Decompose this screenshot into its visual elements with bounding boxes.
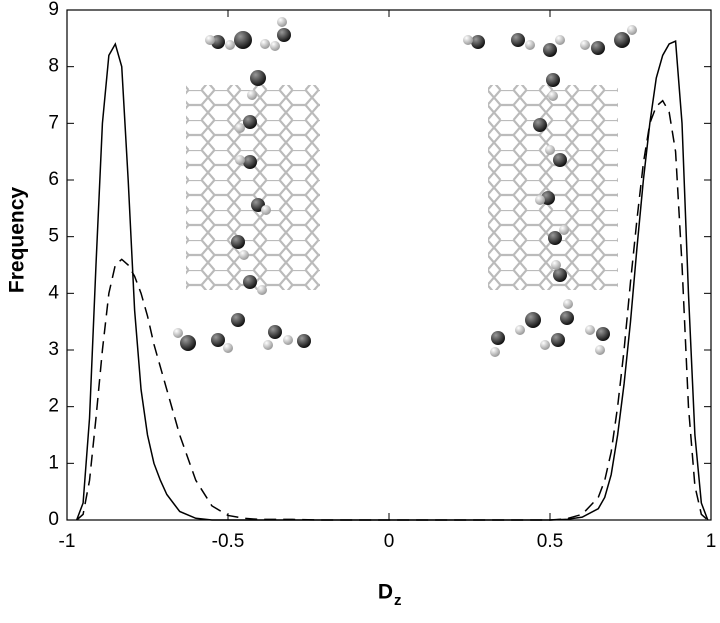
- y-tick-label: 0: [48, 509, 59, 530]
- inset-left: [173, 17, 320, 353]
- data-line: [76, 99, 709, 521]
- y-tick-label: 1: [48, 452, 59, 473]
- x-tick-label: 0: [384, 531, 395, 552]
- y-tick-label: 5: [48, 226, 59, 247]
- y-tick-label: 7: [48, 112, 59, 133]
- y-tick-label: 8: [48, 56, 59, 77]
- y-tick-label: 3: [48, 339, 59, 360]
- x-tick-label: 0.5: [537, 531, 563, 552]
- inset-right: [463, 25, 637, 357]
- x-tick-label: 1: [706, 531, 717, 552]
- y-tick-label: 4: [48, 282, 59, 303]
- x-axis-label: D: [378, 581, 393, 604]
- y-tick-label: 9: [48, 0, 59, 20]
- y-axis-label: Frequency: [6, 187, 29, 294]
- x-axis-label-subscript: z: [394, 592, 402, 609]
- y-tick-label: 2: [48, 396, 59, 417]
- y-tick-label: 6: [48, 169, 59, 190]
- x-tick-label: -0.5: [212, 531, 245, 552]
- x-tick-label: -1: [59, 531, 76, 552]
